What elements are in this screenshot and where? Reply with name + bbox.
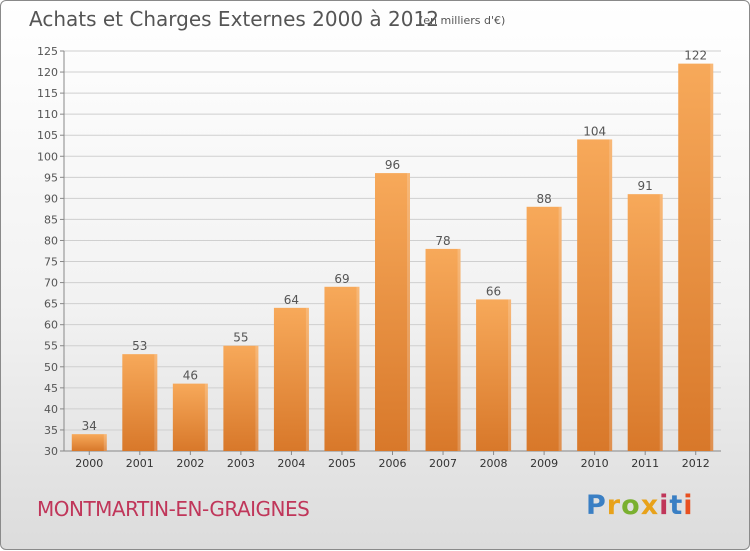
- y-tick-label: 55: [44, 340, 58, 353]
- bar-highlight: [609, 139, 613, 451]
- y-tick-label: 105: [37, 129, 58, 142]
- logo-letter: P: [586, 490, 607, 521]
- y-tick-label: 60: [44, 319, 58, 332]
- x-tick-label: 2004: [277, 457, 305, 470]
- logo-letter: t: [669, 490, 684, 521]
- bar-highlight: [154, 354, 158, 451]
- logo-letter: r: [606, 490, 622, 521]
- bar-highlight: [103, 434, 107, 451]
- x-tick-label: 2008: [480, 457, 508, 470]
- data-label: 91: [638, 179, 653, 193]
- y-tick-label: 90: [44, 192, 58, 205]
- x-tick-label: 2009: [530, 457, 558, 470]
- logo-letter: o: [621, 490, 641, 521]
- y-tick-label: 75: [44, 256, 58, 269]
- bar-highlight: [659, 194, 663, 451]
- proxiti-logo: Proxiti: [586, 490, 694, 521]
- data-label: 96: [385, 158, 400, 172]
- bar-highlight: [407, 173, 410, 451]
- bar: [172, 383, 208, 451]
- y-tick-label: 125: [37, 45, 58, 58]
- bar: [273, 307, 309, 451]
- data-label: 34: [82, 419, 97, 433]
- y-tick-label: 65: [44, 298, 58, 311]
- y-tick-label: 110: [37, 108, 58, 121]
- y-tick-label: 30: [44, 445, 58, 458]
- bar: [71, 434, 107, 451]
- bar-highlight: [508, 299, 512, 451]
- data-label: 66: [486, 284, 501, 298]
- x-tick-label: 2011: [631, 457, 659, 470]
- y-tick-label: 95: [44, 171, 58, 184]
- bars: [71, 63, 714, 451]
- y-tick-label: 40: [44, 403, 58, 416]
- y-tick-label: 100: [37, 150, 58, 163]
- y-tick-label: 115: [37, 87, 58, 100]
- y-tick-label: 85: [44, 213, 58, 226]
- bar: [476, 299, 512, 451]
- x-tick-label: 2010: [581, 457, 609, 470]
- data-label: 88: [536, 192, 551, 206]
- x-tick-label: 2005: [328, 457, 356, 470]
- bar: [375, 173, 410, 451]
- bar: [122, 354, 158, 451]
- bar: [678, 63, 714, 451]
- y-tick-label: 35: [44, 424, 58, 437]
- bar: [526, 206, 562, 451]
- chart-subtitle: (en milliers d'€): [419, 14, 506, 27]
- bar: [324, 286, 360, 451]
- bar-highlight: [356, 286, 360, 451]
- logo-letter: i: [683, 490, 694, 521]
- y-tick-label: 70: [44, 277, 58, 290]
- data-label: 122: [684, 49, 707, 63]
- x-tick-label: 2012: [682, 457, 710, 470]
- data-label: 78: [435, 234, 450, 248]
- bar: [577, 139, 613, 451]
- bar-highlight: [305, 307, 309, 451]
- commune-name: MONTMARTIN-EN-GRAIGNES: [37, 497, 310, 521]
- bar-highlight: [710, 63, 714, 451]
- y-tick-label: 80: [44, 234, 58, 247]
- labels: 34 53 46 55 64 69 96 78 66 88 104 91 122: [82, 49, 708, 434]
- x-tick-label: 2003: [227, 457, 255, 470]
- bar: [425, 248, 461, 451]
- x-tick-label: 2000: [75, 457, 103, 470]
- logo-letter: i: [659, 490, 670, 521]
- bar: [627, 194, 663, 451]
- x-tick-label: 2001: [126, 457, 154, 470]
- bar-highlight: [255, 345, 259, 451]
- bar-highlight: [457, 248, 461, 451]
- y-tick-label: 120: [37, 66, 58, 79]
- data-label: 64: [284, 293, 299, 307]
- bar-highlight: [558, 206, 562, 451]
- data-label: 53: [132, 339, 147, 353]
- bar-highlight: [204, 383, 208, 451]
- y-tick-label: 50: [44, 361, 58, 374]
- data-label: 55: [233, 331, 248, 345]
- x-tick-label: 2002: [176, 457, 204, 470]
- data-label: 69: [334, 272, 349, 286]
- x-tick-label: 2006: [379, 457, 407, 470]
- data-label: 104: [583, 124, 606, 138]
- chart-title: Achats et Charges Externes 2000 à 2012: [29, 7, 439, 31]
- y-tick-label: 45: [44, 382, 58, 395]
- x-tick-label: 2007: [429, 457, 457, 470]
- bar: [223, 345, 259, 451]
- data-label: 46: [183, 369, 198, 383]
- logo-letter: x: [640, 490, 660, 521]
